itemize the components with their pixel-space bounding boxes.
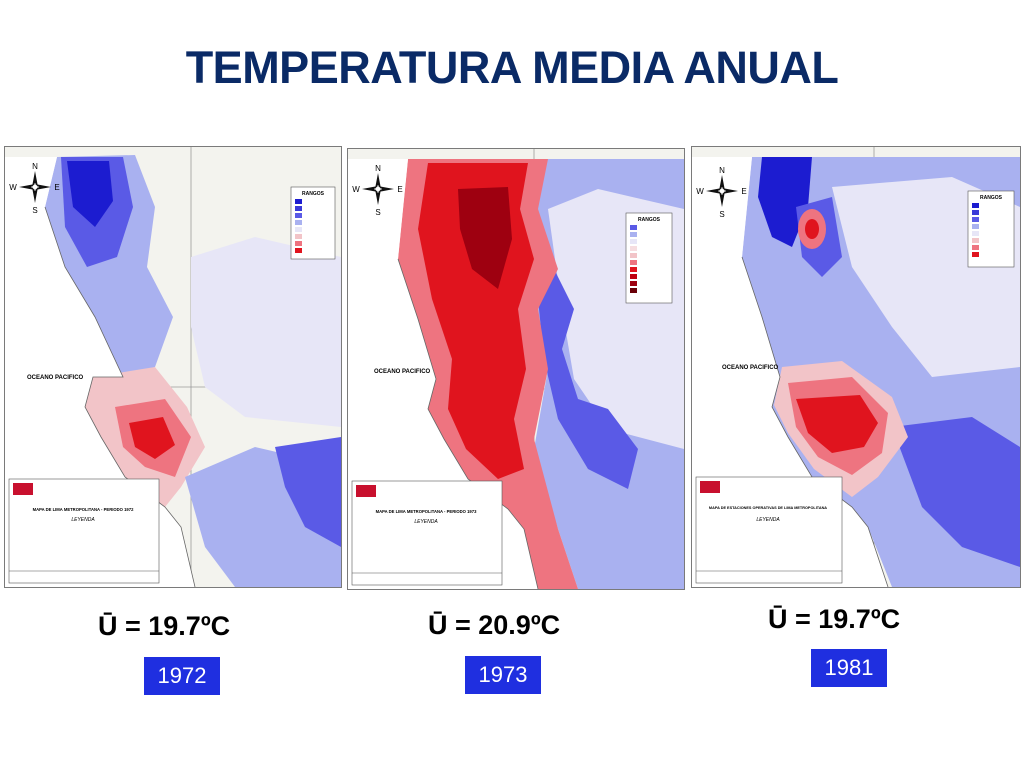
compass-s: S — [719, 210, 724, 219]
temperature-map-1981: N S W E OCEANO PACIFICO RANGOS MAPA DE E… — [691, 146, 1021, 588]
year-badge-1972: 1972 — [144, 657, 220, 695]
map-1972-svg: N S W E OCEANO PACIFICO RANGOS MAPA DE L… — [5, 147, 341, 587]
compass-e: E — [54, 183, 59, 192]
compass-s: S — [32, 206, 37, 215]
leyenda-label: LEYENDA — [71, 517, 95, 523]
leyenda-label: LEYENDA — [414, 519, 438, 525]
mean-temperature-1981: Ū = 19.7ºC — [768, 604, 901, 634]
rangos-legend: RANGOS — [967, 190, 1015, 268]
map-title-block: MAPA DE LIMA METROPOLITANA - PERIODO 197… — [351, 480, 503, 586]
cold-valley-zone — [538, 269, 638, 489]
compass-w: W — [9, 183, 17, 192]
map-1981-svg: N S W E OCEANO PACIFICO RANGOS MAPA DE E… — [692, 147, 1020, 587]
slide-title: TEMPERATURA MEDIA ANUAL — [185, 42, 839, 93]
map-title-block: MAPA DE ESTACIONES OPERATIVAS DE LIMA ME… — [695, 476, 843, 584]
compass-e: E — [397, 185, 402, 194]
ocean-label: OCEANO PACIFICO — [722, 365, 779, 371]
compass-n: N — [375, 164, 381, 173]
legend-title: RANGOS — [302, 191, 325, 197]
map-title-text: MAPA DE ESTACIONES OPERATIVAS DE LIMA ME… — [709, 506, 827, 510]
map-title-text: MAPA DE LIMA METROPOLITANA - PERIODO 197… — [376, 509, 477, 514]
compass-rose-icon: N S W E — [696, 166, 746, 219]
pale-zone — [191, 237, 341, 427]
compass-n: N — [719, 166, 725, 175]
compass-s: S — [375, 208, 380, 217]
mean-temperature-1972: Ū = 19.7ºC — [98, 611, 231, 641]
hot-island — [805, 219, 819, 239]
cold-zone-east — [892, 417, 1020, 567]
compass-rose-icon: N S W E — [352, 164, 402, 217]
legend-title: RANGOS — [638, 217, 661, 223]
coastline — [397, 258, 539, 589]
map-title-text: MAPA DE LIMA METROPOLITANA - PERIODO 197… — [33, 507, 134, 512]
compass-w: W — [352, 185, 360, 194]
mean-temperature-1973: Ū = 20.9ºC — [428, 610, 561, 640]
cold-dark-zone — [67, 161, 113, 227]
map-title-block: MAPA DE LIMA METROPOLITANA - PERIODO 197… — [8, 478, 160, 584]
map-1973-svg: N S W E OCEANO PACIFICO RANGOS MAPA DE L… — [348, 149, 684, 589]
coastline — [44, 206, 196, 587]
hot-dark-zone — [458, 187, 512, 289]
temperature-map-1972: N S W E OCEANO PACIFICO RANGOS MAPA DE L… — [4, 146, 342, 588]
compass-e: E — [741, 187, 746, 196]
cold-zone-east — [275, 437, 341, 547]
rangos-legend: RANGOS — [625, 212, 673, 304]
hot-zone — [796, 395, 878, 453]
rangos-legend: RANGOS — [290, 186, 336, 260]
ocean-label: OCEANO PACIFICO — [27, 375, 84, 381]
year-badge-1981: 1981 — [811, 649, 887, 687]
hot-zone — [129, 417, 175, 459]
leyenda-label: LEYENDA — [756, 517, 780, 523]
legend-title: RANGOS — [980, 195, 1003, 201]
year-badge-1973: 1973 — [465, 656, 541, 694]
temperature-map-1973: N S W E OCEANO PACIFICO RANGOS MAPA DE L… — [347, 148, 685, 590]
compass-w: W — [696, 187, 704, 196]
compass-rose-icon: N S W E — [9, 162, 59, 215]
compass-n: N — [32, 162, 38, 171]
coastline — [741, 256, 889, 587]
ocean-label: OCEANO PACIFICO — [374, 369, 431, 375]
